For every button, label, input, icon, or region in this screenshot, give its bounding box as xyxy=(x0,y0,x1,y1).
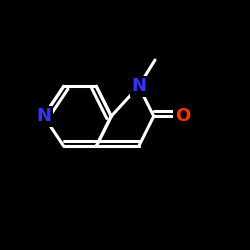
Text: N: N xyxy=(36,107,51,125)
Text: O: O xyxy=(175,107,190,125)
Text: N: N xyxy=(131,77,146,95)
